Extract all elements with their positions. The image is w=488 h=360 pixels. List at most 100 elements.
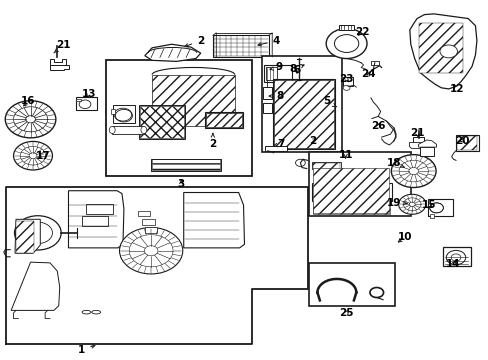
Text: 3: 3 <box>177 179 184 189</box>
Circle shape <box>26 116 35 123</box>
Text: 24: 24 <box>361 69 375 79</box>
Bar <box>86 204 113 214</box>
Bar <box>76 97 97 111</box>
Bar <box>412 137 424 143</box>
Bar <box>140 106 183 138</box>
Text: 23: 23 <box>339 74 353 84</box>
Bar <box>455 135 478 151</box>
Text: 9: 9 <box>269 63 283 72</box>
Text: 21: 21 <box>54 40 71 53</box>
Bar <box>429 214 433 217</box>
Text: 16: 16 <box>21 96 35 107</box>
Bar <box>76 99 81 102</box>
Text: 10: 10 <box>397 232 411 242</box>
Text: 12: 12 <box>449 84 464 94</box>
Bar <box>152 75 234 126</box>
Ellipse shape <box>109 126 115 134</box>
Bar <box>144 227 157 233</box>
Circle shape <box>439 45 457 58</box>
Bar <box>212 35 268 57</box>
Ellipse shape <box>141 126 146 134</box>
Text: 6: 6 <box>293 65 300 75</box>
Ellipse shape <box>92 310 101 314</box>
Bar <box>151 158 221 171</box>
Text: 26: 26 <box>370 121 385 131</box>
Text: 8: 8 <box>269 91 283 101</box>
Text: 17: 17 <box>35 151 50 161</box>
Bar <box>427 199 452 216</box>
Bar <box>205 113 242 127</box>
Text: 7: 7 <box>273 139 284 149</box>
Bar <box>152 159 220 170</box>
Bar <box>139 105 184 139</box>
Polygon shape <box>409 14 476 89</box>
Circle shape <box>403 198 420 211</box>
Polygon shape <box>50 65 69 70</box>
Bar <box>273 80 334 148</box>
Bar <box>308 152 410 216</box>
Circle shape <box>20 147 45 165</box>
Bar <box>265 146 287 151</box>
Text: 2: 2 <box>209 134 216 149</box>
Bar <box>456 136 476 150</box>
Text: 25: 25 <box>339 308 353 318</box>
Text: 20: 20 <box>454 136 468 146</box>
Circle shape <box>450 254 460 261</box>
Text: 15: 15 <box>421 200 436 210</box>
Bar <box>418 23 462 73</box>
Bar <box>272 79 335 149</box>
Text: 13: 13 <box>81 89 96 99</box>
Text: 19: 19 <box>386 198 406 208</box>
Text: 2: 2 <box>308 136 316 146</box>
Polygon shape <box>15 219 40 253</box>
Circle shape <box>408 167 418 175</box>
Polygon shape <box>68 191 123 248</box>
Circle shape <box>119 228 183 274</box>
Bar <box>106 60 251 176</box>
Bar <box>311 183 391 202</box>
Bar <box>419 147 433 156</box>
Circle shape <box>334 35 358 53</box>
Bar <box>113 105 135 123</box>
Polygon shape <box>418 140 436 147</box>
Bar <box>312 163 339 168</box>
Circle shape <box>23 222 52 244</box>
Bar <box>142 219 154 225</box>
Circle shape <box>390 155 435 188</box>
Bar <box>370 62 378 65</box>
Bar <box>308 263 394 306</box>
Bar <box>261 56 341 152</box>
Polygon shape <box>50 59 65 65</box>
Circle shape <box>14 141 52 170</box>
Bar <box>442 247 470 266</box>
Circle shape <box>343 85 349 90</box>
Text: 14: 14 <box>446 259 460 269</box>
Text: 1: 1 <box>78 345 95 355</box>
Circle shape <box>79 100 91 109</box>
Ellipse shape <box>82 310 91 314</box>
Circle shape <box>295 159 305 166</box>
Circle shape <box>15 216 61 250</box>
Circle shape <box>14 107 47 132</box>
Bar <box>312 203 389 214</box>
Circle shape <box>5 101 56 138</box>
Circle shape <box>129 235 173 267</box>
Bar <box>312 168 388 213</box>
Circle shape <box>446 250 465 265</box>
Bar <box>265 67 276 80</box>
Polygon shape <box>6 187 307 344</box>
Text: 2: 2 <box>184 36 204 47</box>
Circle shape <box>29 153 37 158</box>
Bar <box>112 126 143 134</box>
Text: 18: 18 <box>386 158 404 168</box>
Circle shape <box>369 288 383 297</box>
Text: 5: 5 <box>323 96 336 107</box>
Text: 11: 11 <box>338 150 352 160</box>
Text: 21: 21 <box>409 128 424 138</box>
Circle shape <box>114 108 131 121</box>
Circle shape <box>408 202 414 206</box>
Bar <box>263 87 271 99</box>
Polygon shape <box>144 44 201 62</box>
Bar <box>264 64 291 82</box>
Circle shape <box>325 28 366 59</box>
